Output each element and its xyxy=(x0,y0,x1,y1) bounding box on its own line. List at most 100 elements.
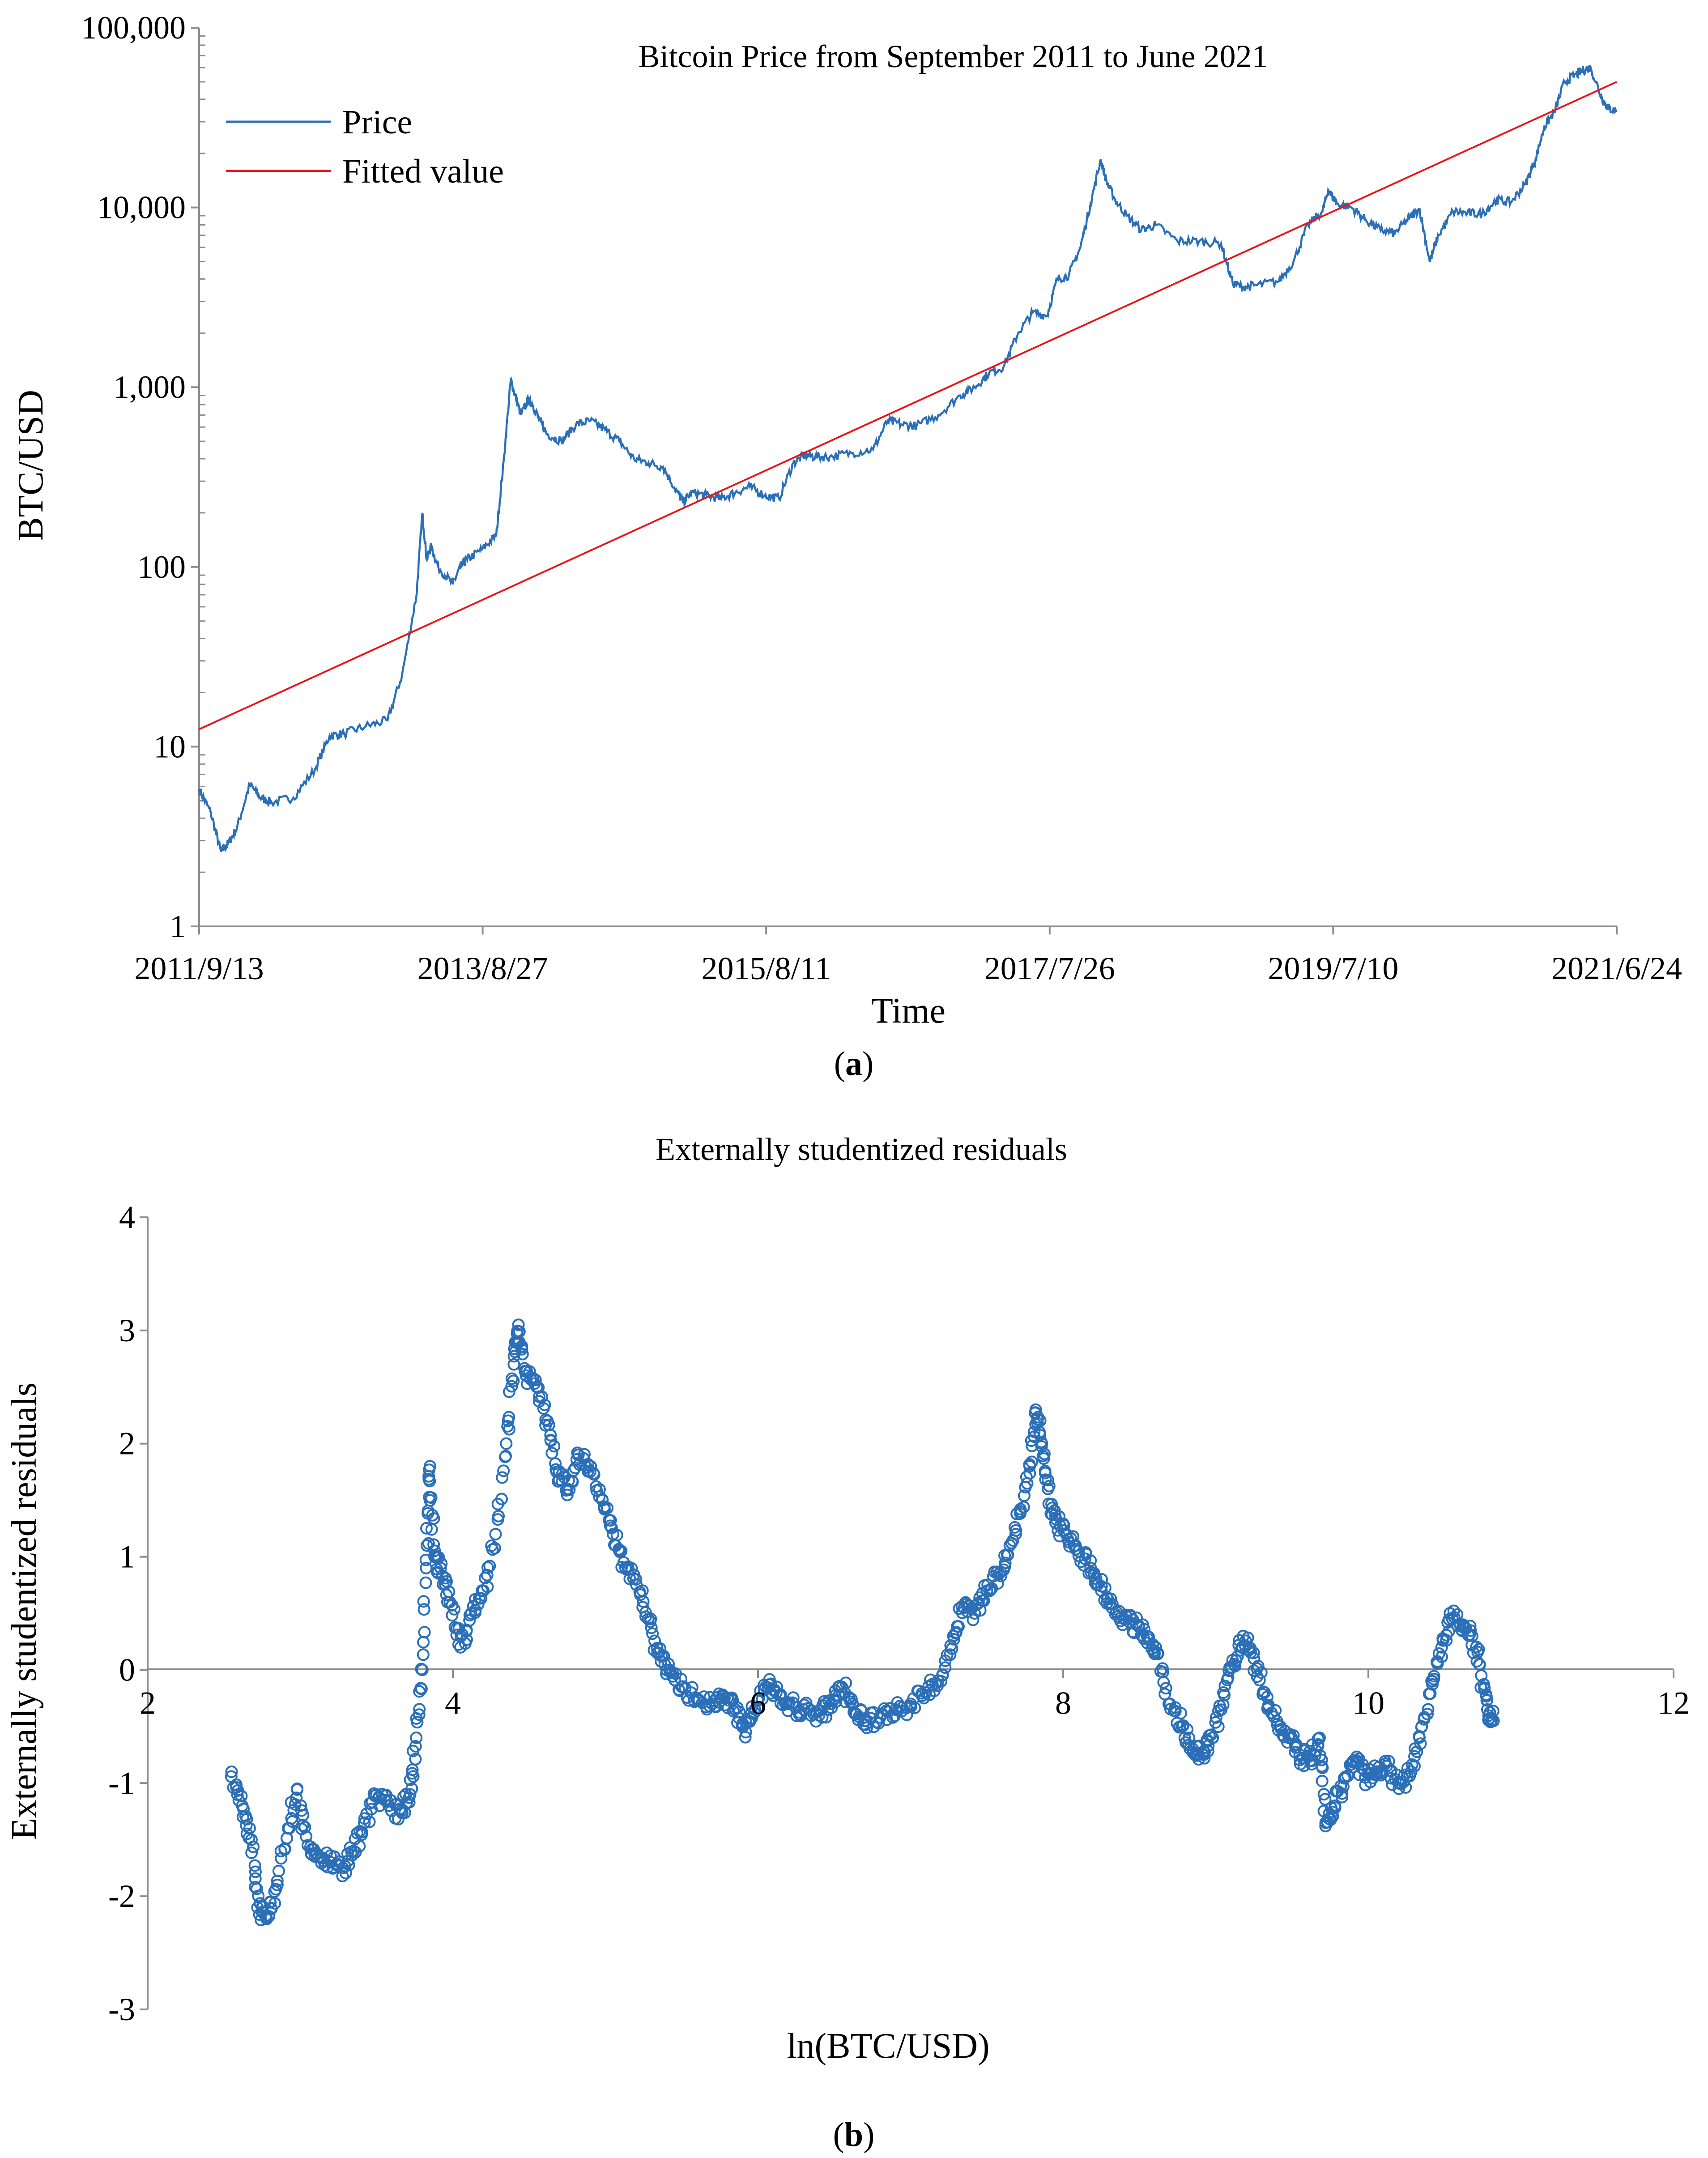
residual-point xyxy=(489,1528,502,1540)
chart-b-x-tick-label: 10 xyxy=(1352,1685,1384,1721)
residual-point xyxy=(1465,1629,1478,1642)
residual-point xyxy=(947,1633,960,1646)
residual-point xyxy=(251,1882,263,1895)
chart-a-series xyxy=(198,64,1618,853)
residual-point xyxy=(1422,1703,1435,1716)
caption-a-letter: a xyxy=(845,1045,862,1083)
chart-b-y-tick-labels: -3 -2 -1 0 1 2 3 4 xyxy=(108,1199,135,2027)
residual-point xyxy=(235,1790,248,1803)
residual-point xyxy=(410,1732,423,1744)
residual-point xyxy=(646,1627,659,1640)
residual-point xyxy=(830,1695,843,1708)
chart-a-axis-ticks xyxy=(191,27,1618,934)
residual-point xyxy=(503,1423,515,1436)
residual-point xyxy=(983,1584,996,1597)
chart-a-legend: Price Fitted value xyxy=(226,103,504,190)
residual-point xyxy=(460,1625,473,1638)
residual-point xyxy=(495,1493,508,1505)
residual-point xyxy=(516,1348,529,1360)
residual-point xyxy=(1043,1480,1056,1493)
residual-point xyxy=(908,1702,921,1714)
residual-point xyxy=(1313,1732,1326,1744)
residual-point xyxy=(1104,1592,1117,1605)
residual-point xyxy=(1198,1752,1211,1765)
residual-point xyxy=(1316,1761,1329,1774)
residual-point xyxy=(523,1365,536,1378)
residual-point xyxy=(1042,1474,1054,1487)
residual-point xyxy=(481,1561,494,1574)
residual-point xyxy=(967,1613,980,1626)
residual-point xyxy=(1447,1604,1460,1617)
residual-point xyxy=(415,1682,428,1695)
residual-point xyxy=(816,1711,829,1724)
residual-point xyxy=(733,1706,745,1718)
residual-point xyxy=(1067,1530,1079,1543)
residual-point xyxy=(1009,1528,1022,1540)
residual-point xyxy=(724,1692,737,1705)
panel-b-residual-chart: Externally studentized residuals -3 -2 -1 0… xyxy=(4,1131,1690,2154)
residual-point xyxy=(353,1840,366,1853)
chart-a-x-tick-labels: 2011/9/13 2013/8/27 2015/8/11 2017/7/26 2019… xyxy=(134,951,1682,986)
residual-point xyxy=(952,1620,965,1633)
residual-point xyxy=(1440,1634,1453,1647)
residual-point xyxy=(472,1598,485,1611)
residual-point xyxy=(247,1840,260,1853)
residual-point xyxy=(492,1510,505,1523)
residual-point xyxy=(413,1703,426,1716)
residual-point xyxy=(1317,1788,1330,1801)
residual-point xyxy=(243,1822,256,1835)
residual-point xyxy=(722,1694,735,1707)
residual-point xyxy=(1315,1753,1328,1766)
residual-point xyxy=(268,1897,281,1910)
residual-point xyxy=(240,1819,253,1832)
chart-b-axis-ticks xyxy=(140,1216,1674,2010)
residual-point xyxy=(1151,1647,1164,1660)
residual-point xyxy=(497,1464,510,1477)
chart-a-y-tick-label: 1 xyxy=(170,908,186,944)
residual-point xyxy=(584,1460,597,1473)
residual-point xyxy=(1169,1705,1182,1718)
residual-point xyxy=(630,1573,643,1586)
residual-point xyxy=(1472,1643,1485,1656)
residual-point xyxy=(418,1626,431,1639)
residual-point xyxy=(407,1770,420,1783)
residual-point xyxy=(496,1471,509,1484)
residual-point xyxy=(944,1648,957,1661)
residual-point xyxy=(935,1675,948,1688)
residual-point xyxy=(548,1440,561,1453)
residual-point xyxy=(440,1588,453,1601)
residual-point xyxy=(1470,1641,1483,1653)
residual-point xyxy=(1316,1774,1329,1787)
chart-b-xlabel: ln(BTC/USD) xyxy=(787,2026,989,2066)
residual-point xyxy=(939,1661,952,1674)
residual-point xyxy=(1035,1440,1048,1453)
price-series-line xyxy=(198,64,1618,853)
residual-point xyxy=(1432,1647,1445,1660)
residual-point xyxy=(507,1374,520,1387)
residual-point xyxy=(260,1912,273,1925)
residual-point xyxy=(409,1753,422,1766)
chart-a-x-tick-label: 2013/8/27 xyxy=(417,951,548,986)
residual-point xyxy=(420,1522,433,1535)
residual-point xyxy=(1025,1455,1038,1468)
residual-point xyxy=(272,1864,285,1877)
legend-fitted-label: Fitted value xyxy=(342,153,504,190)
chart-b-y-tick-label: 2 xyxy=(119,1426,135,1462)
residual-point xyxy=(1072,1549,1085,1562)
chart-b-y-tick-label: -2 xyxy=(108,1878,135,1914)
residual-point xyxy=(774,1697,787,1710)
residual-point xyxy=(610,1529,623,1542)
residual-point xyxy=(677,1680,690,1693)
chart-b-x-tick-label: 8 xyxy=(1055,1685,1071,1721)
residual-point xyxy=(819,1711,832,1724)
panel-a-price-chart: Bitcoin Price from September 2011 to Jun… xyxy=(11,10,1682,1083)
residual-point xyxy=(1078,1552,1091,1565)
residual-point xyxy=(582,1458,595,1471)
residual-point xyxy=(686,1681,699,1694)
residual-point xyxy=(252,1889,265,1902)
residual-point xyxy=(278,1843,291,1856)
residual-point xyxy=(419,1576,432,1589)
residual-point xyxy=(1181,1723,1194,1736)
residual-point xyxy=(434,1561,447,1574)
chart-a-y-tick-label: 100 xyxy=(137,549,186,585)
